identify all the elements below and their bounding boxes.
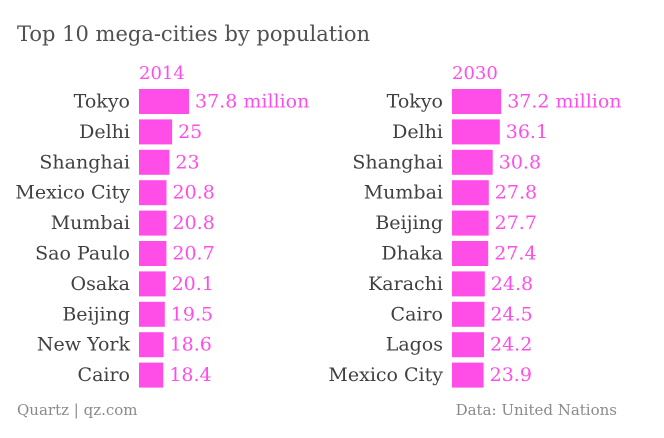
bar <box>452 241 489 266</box>
category-label: Beijing <box>62 303 130 325</box>
bar <box>139 271 166 297</box>
category-label: New York <box>37 334 131 356</box>
bar <box>139 180 167 206</box>
bar <box>452 332 484 358</box>
panel-header-2030: 2030 <box>452 63 498 84</box>
bar <box>452 362 484 388</box>
value-label: 27.8 <box>495 182 537 204</box>
bar <box>452 119 500 145</box>
bar <box>139 119 173 145</box>
value-label: 27.7 <box>495 212 537 234</box>
category-label: Mumbai <box>51 212 130 234</box>
bar <box>452 89 502 114</box>
category-label: Osaka <box>71 273 131 295</box>
category-label: Dhaka <box>381 243 443 265</box>
category-label: Mexico City <box>15 182 130 204</box>
category-label: Mexico City <box>328 364 443 386</box>
category-label: Shanghai <box>352 151 443 173</box>
value-label: 18.6 <box>170 334 212 356</box>
value-label: 20.8 <box>173 182 215 204</box>
bar <box>139 149 170 175</box>
value-label: 36.1 <box>506 121 548 143</box>
bar <box>139 89 189 114</box>
value-label: 20.8 <box>173 212 215 234</box>
category-label: Cairo <box>78 364 130 386</box>
value-label: 23 <box>175 151 199 173</box>
value-label: 24.2 <box>490 334 532 356</box>
category-label: Mumbai <box>364 182 443 204</box>
category-label: Shanghai <box>39 151 130 173</box>
bar <box>139 362 164 388</box>
bar <box>139 241 167 266</box>
category-label: Karachi <box>368 273 443 295</box>
value-label: 37.8 million <box>195 91 309 113</box>
value-label: 18.4 <box>169 364 211 386</box>
value-label: 37.2 million <box>507 91 621 113</box>
category-label: Delhi <box>79 121 130 143</box>
value-label: 30.8 <box>499 151 541 173</box>
chart-title: Top 10 mega-cities by population <box>17 22 371 46</box>
bar <box>452 149 493 175</box>
value-label: 19.5 <box>171 303 213 325</box>
footer-source-left: Quartz | qz.com <box>17 401 138 419</box>
value-label: 25 <box>178 121 202 143</box>
panel-header-2014: 2014 <box>139 63 185 84</box>
bar <box>452 210 489 236</box>
category-label: Tokyo <box>74 91 130 113</box>
bar <box>139 301 165 327</box>
value-label: 24.8 <box>491 273 533 295</box>
value-label: 20.1 <box>172 273 214 295</box>
value-label: 23.9 <box>490 364 532 386</box>
bar <box>452 180 489 206</box>
bar <box>139 210 167 236</box>
bar <box>139 332 164 358</box>
category-label: Tokyo <box>387 91 443 113</box>
value-label: 20.7 <box>172 243 214 265</box>
value-label: 24.5 <box>490 303 532 325</box>
category-label: Sao Paulo <box>35 243 130 265</box>
bar <box>452 271 485 297</box>
bar <box>452 301 485 327</box>
footer-source-right: Data: United Nations <box>455 401 617 419</box>
category-label: Beijing <box>375 212 443 234</box>
category-label: Delhi <box>392 121 443 143</box>
category-label: Cairo <box>391 303 443 325</box>
value-label: 27.4 <box>494 243 536 265</box>
category-label: Lagos <box>386 334 443 356</box>
